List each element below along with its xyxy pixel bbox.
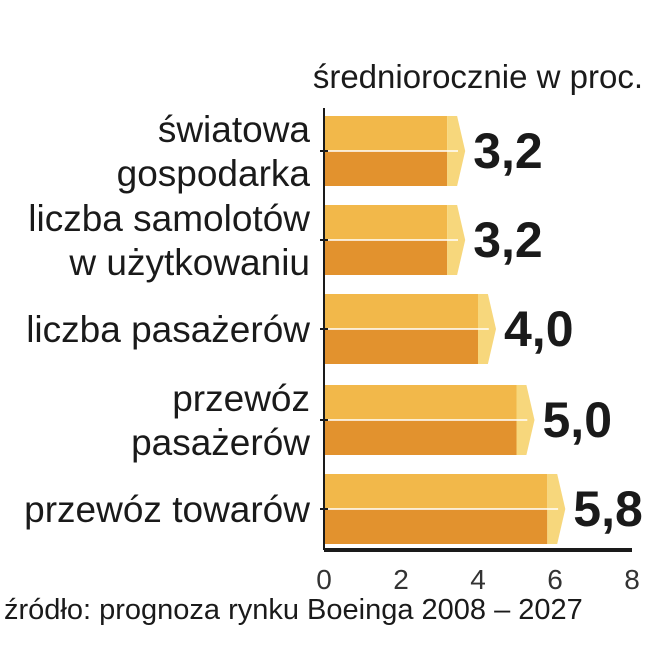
bar-bottom-0 xyxy=(324,151,448,186)
value-label-4: 5,8 xyxy=(573,481,643,537)
x-tick-label-3: 6 xyxy=(547,564,563,595)
x-tick-label-4: 8 xyxy=(624,564,640,595)
category-label-1-0: liczba samolotów xyxy=(28,198,310,239)
bar-bottom-2 xyxy=(324,329,478,364)
category-label-3-1: pasażerów xyxy=(131,422,310,463)
bar-bottom-1 xyxy=(324,240,448,275)
bar-top-0 xyxy=(324,116,448,151)
category-label-3-0: przewóz xyxy=(172,378,310,419)
value-label-3: 5,0 xyxy=(543,392,613,448)
bar-top-1 xyxy=(324,205,448,240)
category-label-0-1: gospodarka xyxy=(117,153,311,194)
value-label-2: 4,0 xyxy=(504,301,574,357)
value-label-1: 3,2 xyxy=(473,212,543,268)
x-tick-label-0: 0 xyxy=(316,564,332,595)
chart-subtitle: średniorocznie w proc. xyxy=(312,58,643,95)
value-label-0: 3,2 xyxy=(473,123,543,179)
source-note: źródło: prognoza rynku Boeinga 2008 – 20… xyxy=(4,594,583,626)
category-label-1-1: w użytkowaniu xyxy=(68,242,310,283)
bar-bottom-3 xyxy=(324,420,517,455)
x-tick-label-2: 4 xyxy=(470,564,486,595)
bar-bottom-4 xyxy=(324,509,548,544)
bar-top-2 xyxy=(324,294,478,329)
bar-top-3 xyxy=(324,385,517,420)
x-tick-label-1: 2 xyxy=(393,564,409,595)
bar-top-4 xyxy=(324,474,548,509)
category-label-2-0: liczba pasażerów xyxy=(26,309,310,350)
category-label-0-0: światowa xyxy=(158,109,311,150)
category-label-4-0: przewóz towarów xyxy=(24,489,310,530)
